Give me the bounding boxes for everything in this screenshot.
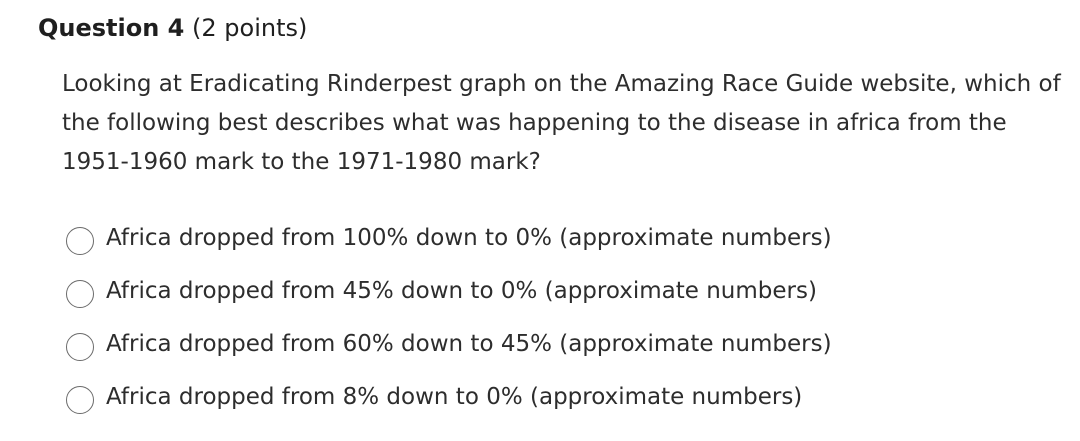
question-header: Question 4 (2 points) <box>38 12 307 44</box>
radio-button[interactable] <box>66 332 94 361</box>
radio-button[interactable] <box>66 279 94 308</box>
answer-option-label[interactable]: Africa dropped from 45% down to 0% (appr… <box>106 277 817 304</box>
answer-option[interactable]: Africa dropped from 100% down to 0% (app… <box>66 211 832 264</box>
answer-option-label[interactable]: Africa dropped from 60% down to 45% (app… <box>106 330 832 357</box>
answer-option-label[interactable]: Africa dropped from 8% down to 0% (appro… <box>106 383 803 410</box>
radio-button[interactable] <box>66 385 94 414</box>
answer-option-label[interactable]: Africa dropped from 100% down to 0% (app… <box>106 224 832 251</box>
answer-option[interactable]: Africa dropped from 45% down to 0% (appr… <box>66 264 832 317</box>
answer-option[interactable]: Africa dropped from 60% down to 45% (app… <box>66 317 832 370</box>
radio-button[interactable] <box>66 226 94 255</box>
question-text: Looking at Eradicating Rinderpest graph … <box>62 71 1061 175</box>
question-points: (2 points) <box>192 14 308 42</box>
question-title: Question 4 <box>38 14 185 42</box>
answer-options: Africa dropped from 100% down to 0% (app… <box>66 211 832 423</box>
answer-option[interactable]: Africa dropped from 8% down to 0% (appro… <box>66 370 832 423</box>
